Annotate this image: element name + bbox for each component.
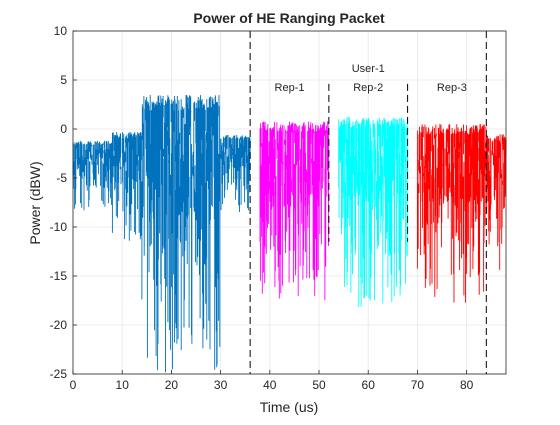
y-tick-label: 0 [60, 122, 67, 136]
x-tick-label: 20 [165, 378, 179, 392]
x-tick-label: 70 [411, 378, 425, 392]
plot-frame [72, 30, 507, 375]
boundary-layer [249, 31, 487, 374]
trace-path [338, 117, 409, 307]
annotation-label: Rep-3 [437, 82, 467, 94]
annotation-label: User-1 [352, 63, 385, 75]
x-tick-label: 10 [116, 378, 130, 392]
x-tick-label: 50 [312, 378, 326, 392]
trace-series-1 [72, 95, 251, 373]
y-tick-label: 10 [54, 24, 68, 38]
trace-series-3 [338, 117, 409, 307]
x-tick-label: 60 [362, 378, 376, 392]
x-axis-label: Time (us) [260, 399, 319, 415]
chart-title: Power of HE Ranging Packet [193, 10, 385, 26]
trace-path [259, 121, 329, 301]
y-tick-label: -10 [50, 220, 68, 234]
y-tick-label: -5 [56, 171, 67, 185]
x-tick-label: 0 [70, 378, 77, 392]
annotation-label: Rep-1 [275, 82, 305, 94]
y-tick-label: -20 [50, 318, 68, 332]
y-tick-label: -15 [50, 269, 68, 283]
y-axis-label: Power (dBW) [27, 161, 43, 244]
x-tick-label: 30 [214, 378, 228, 392]
trace-layer [72, 95, 507, 373]
y-tick-label: -25 [50, 367, 68, 381]
trace-path [72, 95, 251, 373]
y-tick-label: 5 [60, 73, 67, 87]
x-tick-label: 80 [460, 378, 474, 392]
trace-series-2 [259, 121, 329, 301]
annotation-layer: User-1 Rep-1 Rep-2 Rep-3 [275, 63, 467, 94]
annotation-label: Rep-2 [353, 82, 383, 94]
tick-layer: 0 10 20 30 40 50 60 70 80 -25 -20 -15 -10 -5 0 5 10 [50, 24, 474, 392]
x-tick-label: 40 [263, 378, 277, 392]
